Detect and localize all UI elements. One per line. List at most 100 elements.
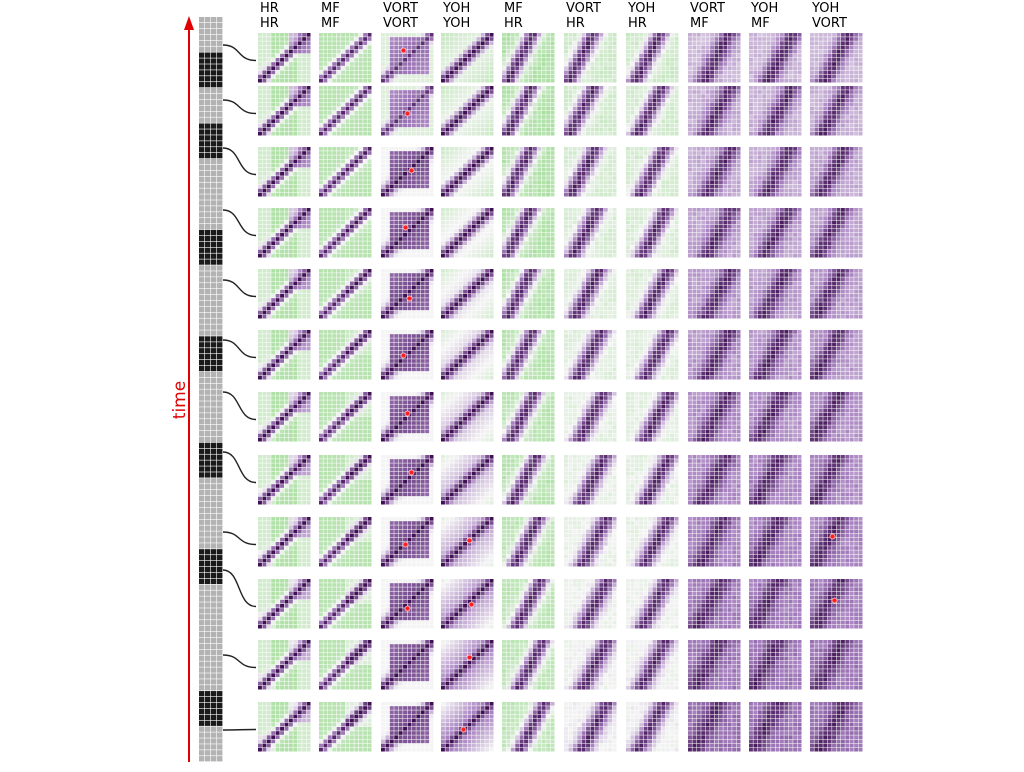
heatmap-pixel bbox=[639, 188, 644, 193]
heatmap-pixel bbox=[420, 220, 425, 225]
heatmap-pixel bbox=[445, 208, 450, 212]
heatmap-pixel bbox=[345, 228, 350, 233]
heatmap-pixel bbox=[652, 86, 657, 90]
heatmap-pixel bbox=[266, 62, 271, 66]
heatmap-pixel bbox=[449, 245, 454, 250]
heatmap-pixel bbox=[718, 49, 723, 54]
heatmap-pixel bbox=[519, 102, 524, 107]
heatmap-pixel bbox=[599, 192, 604, 197]
heatmap-pixel bbox=[626, 45, 630, 50]
heatmap-pixel bbox=[836, 180, 841, 184]
heatmap-pixel bbox=[643, 192, 648, 197]
heatmap-pixel bbox=[345, 115, 350, 119]
heatmap-pixel bbox=[327, 180, 332, 184]
heatmap-pixel bbox=[506, 41, 511, 45]
heatmap-pixel bbox=[854, 147, 859, 151]
heatmap-pixel bbox=[449, 216, 454, 220]
heatmap-pixel bbox=[634, 115, 639, 119]
heatmap-pixel bbox=[258, 233, 262, 237]
heatmap-pixel bbox=[489, 167, 494, 172]
heatmap-pixel bbox=[385, 167, 390, 172]
heatmap-pixel bbox=[656, 184, 661, 189]
heatmap-pixel bbox=[275, 192, 280, 197]
heatmap-pixel bbox=[489, 78, 494, 83]
heatmap-pixel bbox=[416, 53, 421, 58]
heatmap-pixel bbox=[718, 159, 723, 164]
heatmap-pixel bbox=[394, 233, 399, 237]
heatmap-pixel bbox=[385, 66, 390, 70]
heatmap-pixel bbox=[701, 131, 706, 136]
heatmap-pixel bbox=[297, 159, 302, 164]
heatmap-pixel bbox=[757, 106, 762, 111]
heatmap-pixel bbox=[354, 49, 359, 54]
heatmap-pixel bbox=[345, 58, 350, 62]
heatmap-pixel bbox=[854, 45, 859, 50]
heatmap-pixel bbox=[306, 172, 311, 176]
heatmap-pixel bbox=[319, 123, 323, 128]
heatmap-pixel bbox=[757, 78, 762, 83]
heatmap-pixel bbox=[661, 151, 666, 155]
heatmap-pixel bbox=[389, 131, 394, 136]
heatmap-pixel bbox=[284, 94, 289, 98]
heatmap-pixel bbox=[502, 127, 506, 132]
heatmap-pixel bbox=[471, 131, 476, 136]
heatmap-pixel bbox=[564, 86, 568, 90]
heatmap-pixel bbox=[714, 188, 719, 193]
heatmap-pixel bbox=[665, 78, 670, 83]
heatmap-pixel bbox=[858, 94, 863, 98]
heatmap-pixel bbox=[394, 176, 399, 180]
heatmap-pixel bbox=[358, 106, 363, 111]
heatmap-pixel bbox=[480, 216, 485, 220]
heatmap-pixel bbox=[692, 98, 697, 103]
heatmap-pixel bbox=[634, 90, 639, 94]
heatmap-pixel bbox=[489, 94, 494, 98]
heatmap-pixel bbox=[306, 245, 311, 250]
heatmap-pixel bbox=[385, 208, 390, 212]
heatmap-pixel bbox=[445, 188, 450, 193]
heatmap-pixel bbox=[612, 155, 617, 159]
heatmap-pixel bbox=[590, 74, 595, 79]
heatmap-pixel bbox=[788, 131, 793, 136]
heatmap-pixel bbox=[639, 159, 644, 164]
heatmap-pixel bbox=[788, 192, 793, 197]
heatmap-pixel bbox=[532, 119, 537, 123]
heatmap-pixel bbox=[577, 70, 582, 75]
heatmap-pixel bbox=[445, 86, 450, 90]
heatmap-pixel bbox=[550, 115, 555, 119]
heatmap-pixel bbox=[302, 94, 307, 98]
heatmap-pixel bbox=[771, 41, 775, 45]
heatmap-pixel bbox=[336, 184, 341, 189]
heatmap-pixel bbox=[327, 94, 332, 98]
heatmap-pixel bbox=[454, 74, 459, 79]
heatmap-pixel bbox=[416, 102, 421, 107]
heatmap-pixel bbox=[541, 102, 546, 107]
heatmap-pixel bbox=[581, 188, 586, 193]
heatmap-pixel bbox=[581, 53, 586, 58]
heatmap-pixel bbox=[429, 33, 434, 37]
heatmap-pixel bbox=[266, 216, 271, 220]
heatmap-pixel bbox=[293, 220, 298, 225]
heatmap-pixel bbox=[323, 33, 328, 37]
heatmap-pixel bbox=[661, 123, 666, 128]
heatmap-pixel bbox=[581, 151, 586, 155]
heatmap-pixel bbox=[814, 58, 819, 62]
heatmap-pixel bbox=[394, 159, 399, 164]
heatmap-pixel bbox=[454, 119, 459, 123]
heatmap-pixel bbox=[403, 127, 407, 132]
heatmap-pixel bbox=[858, 106, 863, 111]
heatmap-pixel bbox=[302, 249, 307, 254]
heatmap-pixel bbox=[674, 111, 679, 115]
heatmap-pixel bbox=[541, 62, 546, 66]
heatmap-pixel bbox=[327, 62, 332, 66]
heatmap-pixel bbox=[581, 163, 586, 168]
heatmap-pixel bbox=[701, 111, 706, 115]
heatmap-pixel bbox=[648, 98, 652, 103]
heatmap-pixel bbox=[271, 237, 276, 241]
heatmap-pixel bbox=[718, 163, 723, 168]
heatmap-pixel bbox=[714, 147, 719, 151]
heatmap-pixel bbox=[814, 167, 819, 172]
heatmap-pixel bbox=[515, 66, 520, 70]
heatmap-pixel bbox=[634, 45, 639, 50]
heatmap-pixel bbox=[832, 78, 836, 83]
heatmap-pixel bbox=[485, 74, 490, 79]
